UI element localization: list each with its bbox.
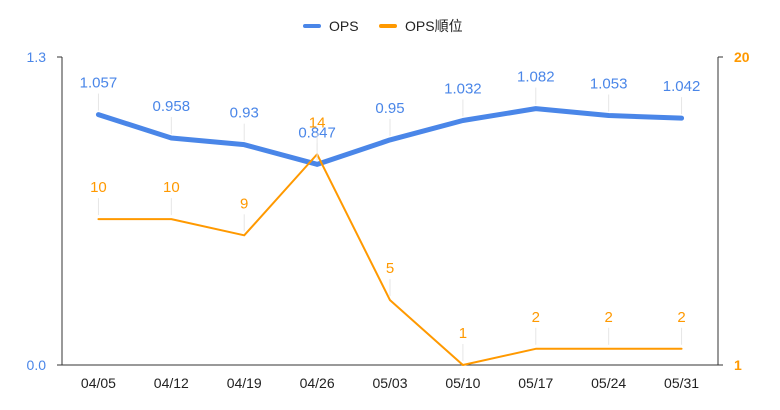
data-label: 1	[459, 325, 467, 342]
data-label: 5	[386, 260, 394, 277]
data-label: 2	[532, 309, 540, 326]
y-left-tick-label: 1.3	[27, 49, 47, 65]
x-tick-label: 04/26	[300, 375, 335, 391]
data-label: 1.042	[663, 78, 701, 95]
x-tick-label: 05/10	[445, 375, 480, 391]
axes: 0.0 1.3 1 20 04/05 04/12 04/19 04/26 05/03 05/10 0…	[27, 49, 750, 391]
x-tick-label: 05/24	[591, 375, 626, 391]
x-tick-label: 04/05	[81, 375, 116, 391]
data-label: 2	[677, 309, 685, 326]
data-labels: 1.057 0.958 0.93 0.847 0.95 1.032 1.082 1.053 1.…	[80, 69, 701, 361]
data-label: 0.958	[153, 98, 191, 115]
data-label: 10	[90, 179, 107, 196]
x-tick-label: 04/12	[154, 375, 189, 391]
data-label: 1.057	[80, 75, 118, 92]
data-label: 1.053	[590, 76, 628, 93]
legend-label: OPS順位	[405, 18, 463, 34]
x-tick-label: 05/17	[518, 375, 553, 391]
series-layer	[95, 106, 685, 366]
legend: OPS OPS順位	[303, 18, 463, 34]
data-label: 2	[604, 309, 612, 326]
x-tick-label: 05/03	[372, 375, 407, 391]
data-label: 0.847	[298, 124, 336, 141]
legend-swatch	[303, 24, 321, 28]
x-tick-label: 05/31	[664, 375, 699, 391]
series-line-ops	[95, 106, 685, 167]
legend-swatch	[379, 24, 397, 28]
x-tick-label: 04/19	[227, 375, 262, 391]
data-label: 9	[240, 195, 248, 212]
data-label: 1.032	[444, 80, 482, 97]
data-label: 0.93	[230, 105, 259, 122]
y-right-tick-label: 20	[734, 49, 750, 65]
data-label: 1.082	[517, 69, 555, 86]
data-label: 14	[309, 114, 326, 131]
data-label: 10	[163, 179, 180, 196]
y-right-tick-label: 1	[734, 357, 742, 373]
y-left-tick-label: 0.0	[27, 357, 47, 373]
data-label: 0.95	[375, 100, 404, 117]
legend-label: OPS	[329, 18, 359, 34]
